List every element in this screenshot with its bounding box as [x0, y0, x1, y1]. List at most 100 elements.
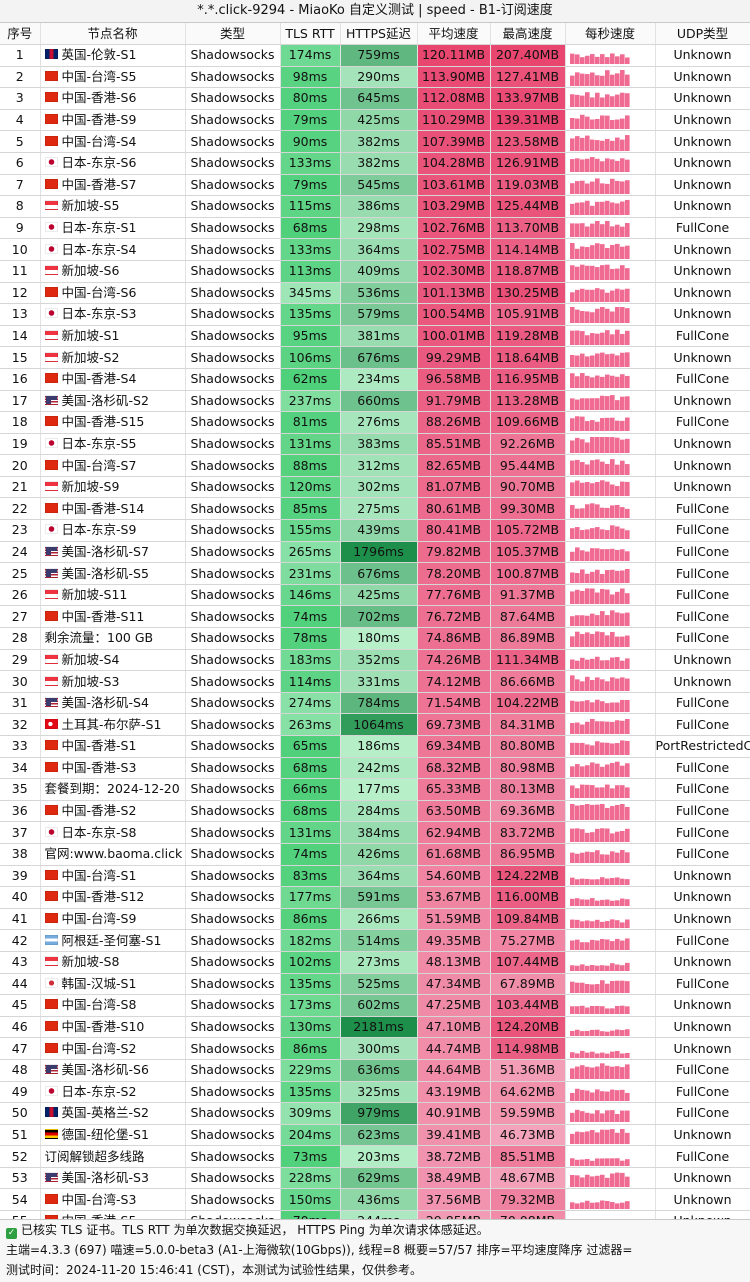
node-name-text: 阿根廷-圣何塞-S1: [61, 932, 162, 948]
sparkline-bar: [579, 1031, 585, 1037]
speed-sparkline: [569, 394, 630, 410]
sparkline-bar: [584, 785, 590, 799]
table-row: 54 中国-台湾-S3 Shadowsocks 150ms 436ms 37.56MB 79…: [0, 1188, 750, 1212]
sparkline-bar: [574, 1159, 580, 1166]
sparkline-bar: [589, 634, 595, 648]
node-name-text: 日本-东京-S2: [61, 1083, 137, 1099]
node-name: 日本-东京-S1: [40, 217, 186, 240]
udp-type: FullCone: [655, 692, 750, 715]
sparkline-bar: [589, 571, 595, 583]
sparkline-bar: [609, 980, 615, 993]
sparkline-bar: [614, 1132, 620, 1144]
sparkline-bar: [604, 418, 610, 432]
https-latency: 186ms: [340, 735, 418, 758]
flag-sg-icon: [44, 330, 58, 341]
sparkline-bar: [569, 1006, 575, 1015]
tls-rtt: 263ms: [280, 713, 341, 736]
udp-type: FullCone: [655, 217, 750, 240]
sparkline-bar: [599, 115, 605, 130]
node-name-text: 新加坡-S8: [61, 954, 120, 970]
tls-rtt: 74ms: [280, 843, 341, 866]
avg-speed: 88.26MB: [417, 411, 491, 434]
flag-us-icon: [44, 1064, 58, 1075]
row-index: 19: [0, 433, 41, 456]
speed-sparkline: [569, 178, 630, 194]
sparkline-bar: [574, 722, 580, 734]
sparkline-bar: [604, 507, 610, 518]
sparkline-bar: [604, 807, 610, 821]
sparkline-bar: [624, 718, 630, 734]
speed-sparkline: [569, 963, 630, 972]
node-type: Shadowsocks: [185, 282, 281, 305]
row-index: 2: [0, 66, 41, 89]
sparkline-bar: [594, 569, 600, 583]
node-name: 中国-台湾-S9: [40, 908, 186, 931]
sparkline-bar: [569, 1092, 575, 1101]
sparkline-bar: [624, 223, 630, 238]
udp-type: Unknown: [655, 130, 750, 153]
node-name: 土耳其-布尔萨-S1: [40, 713, 186, 736]
row-index: 48: [0, 1059, 41, 1082]
table-row: 13 日本-东京-S3 Shadowsocks 135ms 579ms 100.54MB 1…: [0, 303, 750, 326]
sparkline-bar: [574, 355, 580, 367]
node-name: 韩国-汉城-S1: [40, 973, 186, 996]
sparkline-bar: [624, 508, 630, 518]
table-row: 16 中国-香港-S4 Shadowsocks 62ms 234ms 96.58MB 116…: [0, 368, 750, 391]
https-latency: 409ms: [340, 260, 418, 283]
sparkline-bar: [599, 854, 605, 864]
sparkline-bar: [599, 1090, 605, 1101]
node-type: Shadowsocks: [185, 994, 281, 1017]
sparkline-bar: [599, 1158, 605, 1166]
speed-sparkline: [569, 53, 630, 65]
sparkline-bar: [579, 1089, 585, 1101]
per-second-speed: [565, 1167, 656, 1190]
row-index: 54: [0, 1188, 41, 1212]
header-type: 类型: [185, 23, 281, 45]
sparkline-bar: [614, 636, 620, 648]
udp-type: Unknown: [655, 476, 750, 499]
sparkline-bar: [624, 180, 630, 194]
table-row: 27 中国-香港-S11 Shadowsocks 74ms 702ms 76.72MB 87…: [0, 605, 750, 629]
row-index: 4: [0, 109, 41, 132]
tls-rtt: 65ms: [280, 735, 341, 758]
speed-sparkline: [569, 740, 630, 756]
sparkline-bar: [609, 226, 615, 238]
sparkline-bar: [619, 1110, 625, 1123]
sparkline-bar: [594, 309, 600, 324]
node-name: 美国-洛杉矶-S2: [40, 390, 186, 413]
avg-speed: 102.30MB: [417, 260, 491, 283]
tls-rtt: 146ms: [280, 584, 341, 607]
sparkline-bar: [594, 965, 600, 972]
sparkline-bar: [569, 204, 575, 216]
row-index: 7: [0, 174, 41, 197]
sparkline-bar: [604, 660, 610, 669]
tls-rtt: 135ms: [280, 973, 341, 996]
tls-rtt: 66ms: [280, 778, 341, 801]
node-type: Shadowsocks: [185, 1081, 281, 1104]
sparkline-bar: [574, 223, 580, 238]
table-row: 24 美国-洛杉矶-S7 Shadowsocks 265ms 1796ms 79.82MB…: [0, 541, 750, 564]
sparkline-bar: [589, 1051, 595, 1058]
flag-cn-icon: [44, 114, 58, 125]
per-second-speed: [565, 390, 656, 413]
speed-sparkline: [569, 1006, 630, 1015]
sparkline-bar: [599, 480, 605, 497]
per-second-speed: [565, 476, 656, 499]
udp-type: FullCone: [655, 821, 750, 844]
sparkline-bar: [619, 333, 625, 346]
sparkline-bar: [624, 551, 630, 561]
sparkline-bar: [624, 268, 630, 281]
sparkline-bar: [599, 804, 605, 821]
node-name: 中国-台湾-S4: [40, 130, 186, 153]
sparkline-bar: [619, 570, 625, 583]
node-type: Shadowsocks: [185, 497, 281, 521]
max-speed: 118.87MB: [490, 260, 566, 283]
tls-rtt: 86ms: [280, 908, 341, 931]
node-name: 中国-香港-S12: [40, 886, 186, 909]
avg-speed: 100.54MB: [417, 303, 491, 326]
sparkline-bar: [569, 398, 575, 410]
table-row: 47 中国-台湾-S2 Shadowsocks 86ms 300ms 44.74MB 114…: [0, 1037, 750, 1060]
flag-jp-icon: [44, 222, 58, 233]
avg-speed: 51.59MB: [417, 908, 491, 931]
node-type: Shadowsocks: [185, 303, 281, 326]
